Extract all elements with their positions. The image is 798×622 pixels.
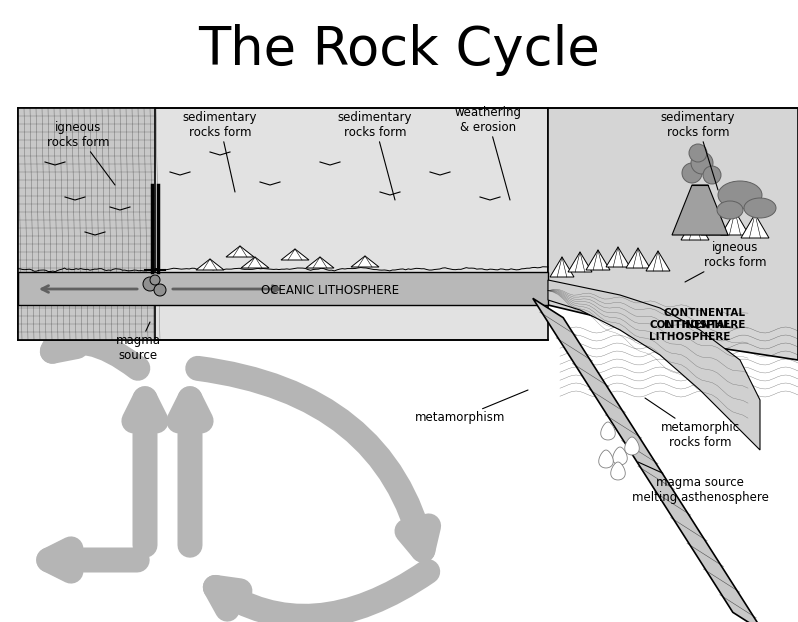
Polygon shape [741, 214, 769, 238]
Polygon shape [626, 248, 650, 268]
Text: igneous
rocks form: igneous rocks form [685, 241, 766, 282]
Circle shape [682, 163, 702, 183]
Polygon shape [196, 259, 224, 270]
Circle shape [150, 275, 160, 285]
Text: metamorphism: metamorphism [415, 390, 528, 424]
Circle shape [154, 284, 166, 296]
Circle shape [691, 152, 713, 174]
Polygon shape [625, 437, 639, 455]
Text: metamorphic
rocks form: metamorphic rocks form [645, 398, 740, 449]
Polygon shape [548, 108, 798, 360]
Text: magma
source: magma source [116, 322, 160, 362]
Ellipse shape [718, 181, 762, 209]
Text: OCEANIC LITHOSPHERE: OCEANIC LITHOSPHERE [261, 284, 399, 297]
Polygon shape [721, 211, 749, 235]
Circle shape [143, 277, 157, 291]
Polygon shape [601, 422, 615, 440]
Polygon shape [610, 462, 626, 480]
Polygon shape [18, 108, 548, 340]
Polygon shape [241, 257, 269, 268]
Ellipse shape [744, 198, 776, 218]
Polygon shape [701, 211, 729, 235]
Polygon shape [306, 257, 334, 268]
Polygon shape [568, 252, 592, 272]
Polygon shape [351, 256, 379, 267]
Text: CONTINENTAL
LITHOSPHERE: CONTINENTAL LITHOSPHERE [664, 308, 746, 330]
Polygon shape [586, 250, 610, 270]
Text: sedimentary
rocks form: sedimentary rocks form [338, 111, 413, 200]
Circle shape [703, 166, 721, 184]
Text: magma source
melting asthenosphere: magma source melting asthenosphere [631, 462, 768, 504]
Polygon shape [18, 272, 548, 305]
Circle shape [689, 144, 707, 162]
Polygon shape [226, 246, 254, 257]
Ellipse shape [717, 201, 743, 219]
Polygon shape [550, 257, 574, 277]
Polygon shape [613, 447, 627, 465]
Text: sedimentary
rocks form: sedimentary rocks form [661, 111, 735, 190]
Polygon shape [646, 251, 670, 271]
Polygon shape [681, 216, 709, 240]
Polygon shape [672, 185, 728, 235]
Text: sedimentary
rocks form: sedimentary rocks form [183, 111, 257, 192]
Text: weathering
& erosion: weathering & erosion [455, 106, 522, 200]
Polygon shape [533, 299, 763, 622]
Polygon shape [606, 247, 630, 267]
Polygon shape [18, 108, 155, 340]
Polygon shape [281, 249, 309, 260]
Text: CONTINENTAL
LITHOSPHERE: CONTINENTAL LITHOSPHERE [649, 320, 731, 341]
Text: The Rock Cycle: The Rock Cycle [198, 24, 600, 76]
Polygon shape [598, 450, 613, 468]
Text: igneous
rocks form: igneous rocks form [47, 121, 115, 185]
Polygon shape [548, 280, 760, 450]
